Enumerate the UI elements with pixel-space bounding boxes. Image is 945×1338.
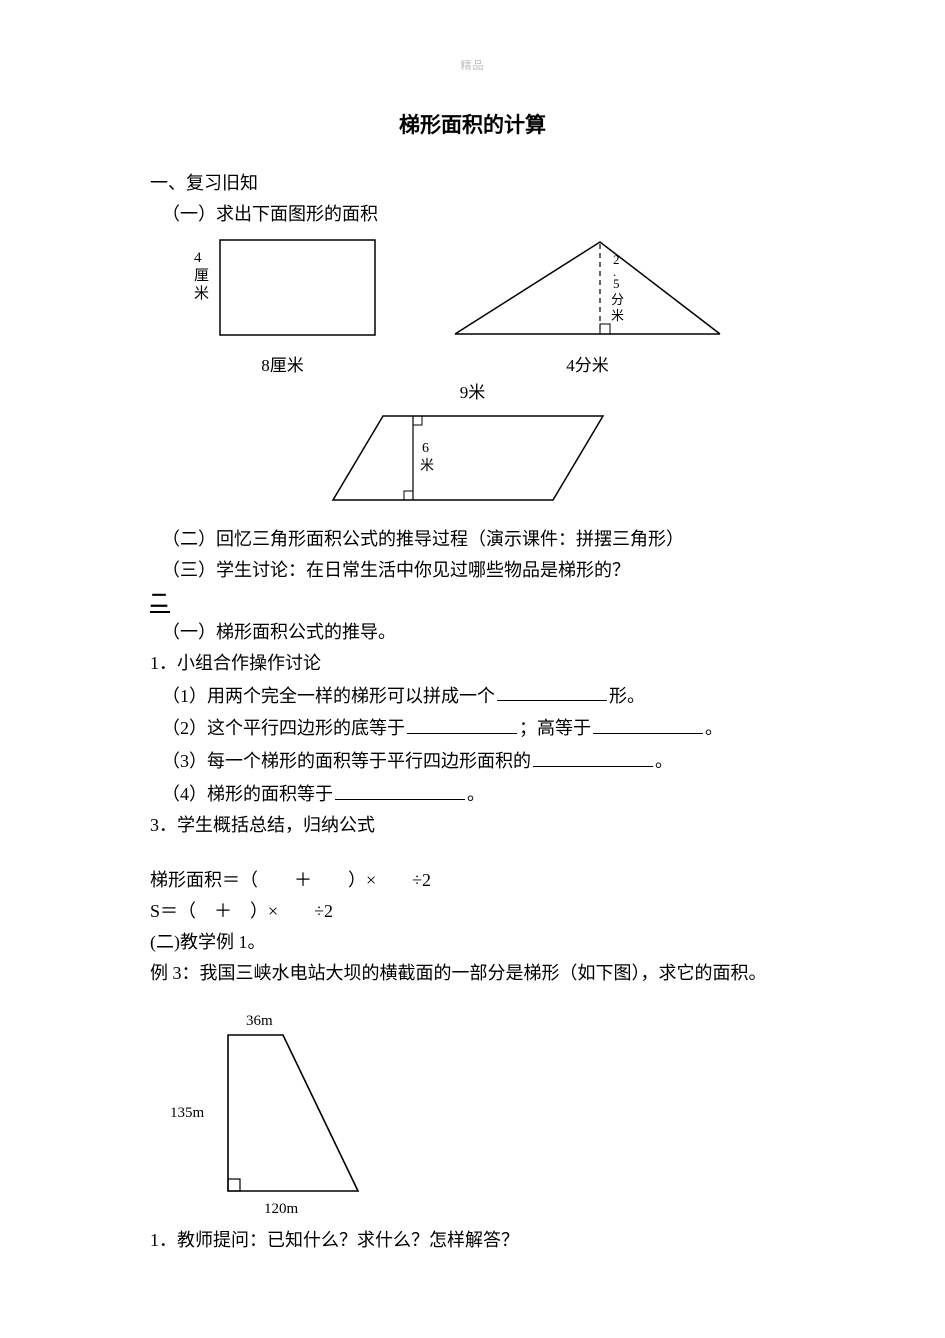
page-title: 梯形面积的计算	[150, 110, 795, 142]
s2-q1-a: （1）用两个完全一样的梯形可以拼成一个	[162, 685, 495, 705]
blank	[335, 779, 465, 800]
fig-trapezoid-wrap: 36m 135m 120m	[168, 1011, 795, 1221]
s2-q2: （2）这个平行四边形的底等于 ；高等于 。	[162, 713, 795, 742]
formula1: 梯形面积＝（ ＋ ）× ÷2	[150, 867, 795, 894]
spacer	[150, 843, 795, 863]
fig-triangle-wrap: 2 . 5 分 米 4分米	[445, 234, 730, 379]
fig-para-top-label: 9米	[460, 380, 486, 406]
page: 精品 梯形面积的计算 一、复习旧知 （一）求出下面图形的面积 4 厘 米 8厘米	[0, 0, 945, 1338]
svg-text:米: 米	[194, 285, 209, 302]
s2-q3-b: 。	[655, 751, 673, 771]
fig-parallelogram: 6 米	[328, 408, 618, 508]
s2-sub1: （一）梯形面积公式的推导。	[162, 619, 795, 646]
fig-triangle-base-label: 4分米	[566, 353, 609, 379]
example3: 例 3：我国三峡水电站大坝的横截面的一部分是梯形（如下图），求它的面积。	[150, 960, 795, 987]
svg-text:分: 分	[611, 292, 624, 307]
section2-heading: 二	[150, 592, 170, 614]
fig-triangle: 2 . 5 分 米	[445, 234, 730, 349]
s1-sub3: （三）学生讨论：在日常生活中你见过哪些物品是梯形的？	[162, 557, 795, 584]
svg-text:5: 5	[613, 276, 620, 291]
s2-q2-c: 。	[705, 718, 723, 738]
s1-sub1: （一）求出下面图形的面积	[162, 201, 795, 228]
s2-q3: （3）每一个梯形的面积等于平行四边形面积的 。	[162, 746, 795, 775]
fig-trapezoid: 36m 135m 120m	[168, 1011, 398, 1221]
section2-heading-wrap: 二	[150, 588, 795, 615]
svg-text:6: 6	[422, 441, 429, 456]
s1-sub2: （二）回忆三角形面积公式的推导过程（演示课件：拼摆三角形）	[162, 526, 795, 553]
blank	[407, 713, 517, 734]
s2-q2-b: ；高等于	[519, 718, 591, 738]
section1-heading: 一、复习旧知	[150, 170, 795, 197]
s2-q4-a: （4）梯形的面积等于	[162, 784, 333, 804]
s2-q2-a: （2）这个平行四边形的底等于	[162, 718, 405, 738]
s2-item1: 1．小组合作操作讨论	[150, 650, 795, 677]
fig-parallelogram-wrap: 9米 6 米	[150, 380, 795, 508]
s2-q1: （1）用两个完全一样的梯形可以拼成一个 形。	[162, 681, 795, 710]
fig-trap-bottom-label: 120m	[264, 1201, 299, 1217]
svg-text:4: 4	[194, 250, 202, 266]
s2-item3: 3．学生概括总结，归纳公式	[150, 812, 795, 839]
svg-text:厘: 厘	[194, 268, 209, 284]
figure-row-1: 4 厘 米 8厘米 2 . 5 分	[150, 234, 795, 379]
fig-trap-top-label: 36m	[246, 1013, 273, 1029]
svg-text:米: 米	[611, 308, 624, 323]
fig-rectangle: 4 厘 米	[180, 234, 385, 349]
svg-text:米: 米	[420, 458, 434, 474]
fig-rectangle-wrap: 4 厘 米 8厘米	[180, 234, 385, 379]
fig-rectangle-width-label: 8厘米	[261, 353, 304, 379]
watermark: 精品	[461, 58, 485, 75]
fig-trap-height-label: 135m	[170, 1105, 205, 1121]
blank	[593, 713, 703, 734]
s2-q4: （4）梯形的面积等于 。	[162, 779, 795, 808]
s2-q3-a: （3）每一个梯形的面积等于平行四边形面积的	[162, 751, 531, 771]
s2-q4-b: 。	[467, 784, 485, 804]
blank	[497, 681, 607, 702]
formula2: S＝（ ＋ ）× ÷2	[150, 898, 795, 925]
q-last: 1．教师提问：已知什么？求什么？怎样解答？	[150, 1227, 795, 1254]
s2-sub2: (二)教学例 1。	[150, 929, 795, 956]
blank	[533, 746, 653, 767]
s2-q1-b: 形。	[609, 685, 645, 705]
